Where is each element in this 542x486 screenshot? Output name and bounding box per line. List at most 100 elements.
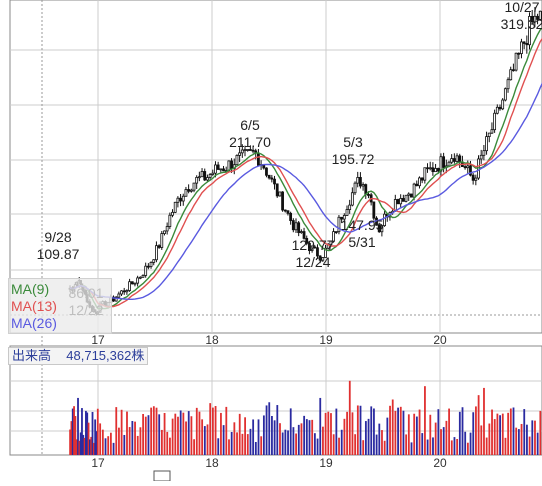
candle-body	[209, 175, 211, 178]
volume-bar	[488, 424, 490, 455]
candle-body	[424, 168, 426, 180]
volume-bar	[360, 406, 362, 455]
volume-bar	[209, 403, 211, 455]
volume-bar	[413, 414, 415, 455]
volume-bar	[228, 439, 230, 455]
candle-body	[193, 183, 195, 190]
volume-bar	[113, 443, 115, 455]
candle-body	[276, 184, 278, 196]
volume-bar	[255, 442, 257, 455]
candle-body	[265, 168, 267, 175]
volume-bar	[421, 433, 423, 455]
candle-body	[397, 199, 399, 203]
annotation-date-0: 9/28	[44, 229, 71, 245]
price-x-tick-17: 17	[91, 333, 105, 347]
volume-bar	[376, 435, 378, 455]
volume-bar	[432, 437, 434, 455]
volume-bar	[333, 434, 335, 455]
volume-bar	[158, 414, 160, 455]
candle-body	[241, 150, 243, 153]
candle-body	[523, 42, 525, 44]
volume-bar	[231, 432, 233, 455]
candle-body	[354, 183, 356, 193]
candle-body	[453, 159, 455, 162]
candle-body	[429, 168, 431, 169]
candle-body	[145, 266, 147, 275]
volume-bar	[212, 408, 214, 455]
volume-bar	[287, 430, 289, 455]
volume-bar	[193, 439, 195, 455]
candle-body	[464, 167, 466, 168]
candle-body	[418, 178, 420, 186]
candle-body	[432, 168, 434, 172]
volume-bar	[537, 433, 539, 455]
volume-bar	[250, 429, 252, 455]
candle-body	[499, 107, 501, 108]
volume-bar	[107, 436, 109, 455]
volume-bar	[352, 412, 354, 455]
volume-bar	[392, 399, 394, 455]
volume-bar	[196, 408, 198, 455]
volume-bar	[370, 406, 372, 455]
volume-bar	[150, 408, 152, 455]
volume-bar	[134, 422, 136, 455]
candle-body	[268, 175, 270, 178]
volume-bar	[483, 388, 485, 455]
volume-bar	[507, 413, 509, 455]
price-x-tick-18: 18	[205, 333, 219, 347]
candle-body	[488, 133, 490, 136]
volume-bar	[145, 417, 147, 455]
ma-legend: MA(9) MA(13) MA(26)	[8, 278, 112, 334]
volume-bar	[279, 423, 281, 455]
candle-body	[483, 151, 485, 156]
volume-bar	[99, 423, 101, 455]
volume-bar	[156, 408, 158, 455]
volume-bar	[271, 416, 273, 455]
candle-body	[400, 198, 402, 203]
annotation-value-5: 147.95	[341, 217, 384, 233]
volume-bar	[349, 381, 351, 455]
candle-body	[150, 262, 152, 266]
volume-bar	[97, 409, 99, 455]
candle-body	[349, 205, 351, 209]
volume-bar	[362, 440, 364, 455]
volume-bar	[306, 419, 308, 455]
volume-bar	[494, 419, 496, 455]
candle-body	[212, 173, 214, 174]
candle-body	[451, 159, 453, 163]
volume-bar	[191, 416, 193, 455]
candle-body	[188, 190, 190, 192]
candle-body	[359, 177, 361, 186]
candle-body	[298, 223, 300, 233]
candle-body	[239, 153, 241, 156]
volume-value: 48,715,362株	[66, 348, 144, 363]
candle-body	[257, 153, 259, 165]
volume-bar	[164, 413, 166, 455]
candle-body	[421, 178, 423, 180]
candle-body	[475, 178, 477, 180]
candle-body	[402, 198, 404, 201]
volume-bar	[102, 430, 104, 455]
volume-bar	[526, 425, 528, 455]
candle-body	[405, 195, 407, 201]
volume-bar	[419, 410, 421, 455]
volume-bar	[446, 421, 448, 455]
volume-bar	[459, 412, 461, 455]
volume-bar	[440, 429, 442, 455]
volume-bar	[335, 409, 337, 455]
volume-bar	[258, 419, 260, 455]
candle-body	[300, 232, 302, 233]
candle-body	[510, 70, 512, 80]
annotation-value-2: 211.70	[229, 134, 271, 150]
candle-body	[518, 53, 520, 54]
volume-title: 出来高	[12, 348, 51, 363]
volume-bar	[166, 432, 168, 455]
volume-bar	[123, 435, 125, 455]
volume-bar	[188, 411, 190, 455]
volume-bar	[293, 427, 295, 455]
candle-body	[185, 190, 187, 197]
candle-body	[290, 213, 292, 220]
candle-body	[410, 194, 412, 197]
candle-body	[467, 166, 469, 168]
